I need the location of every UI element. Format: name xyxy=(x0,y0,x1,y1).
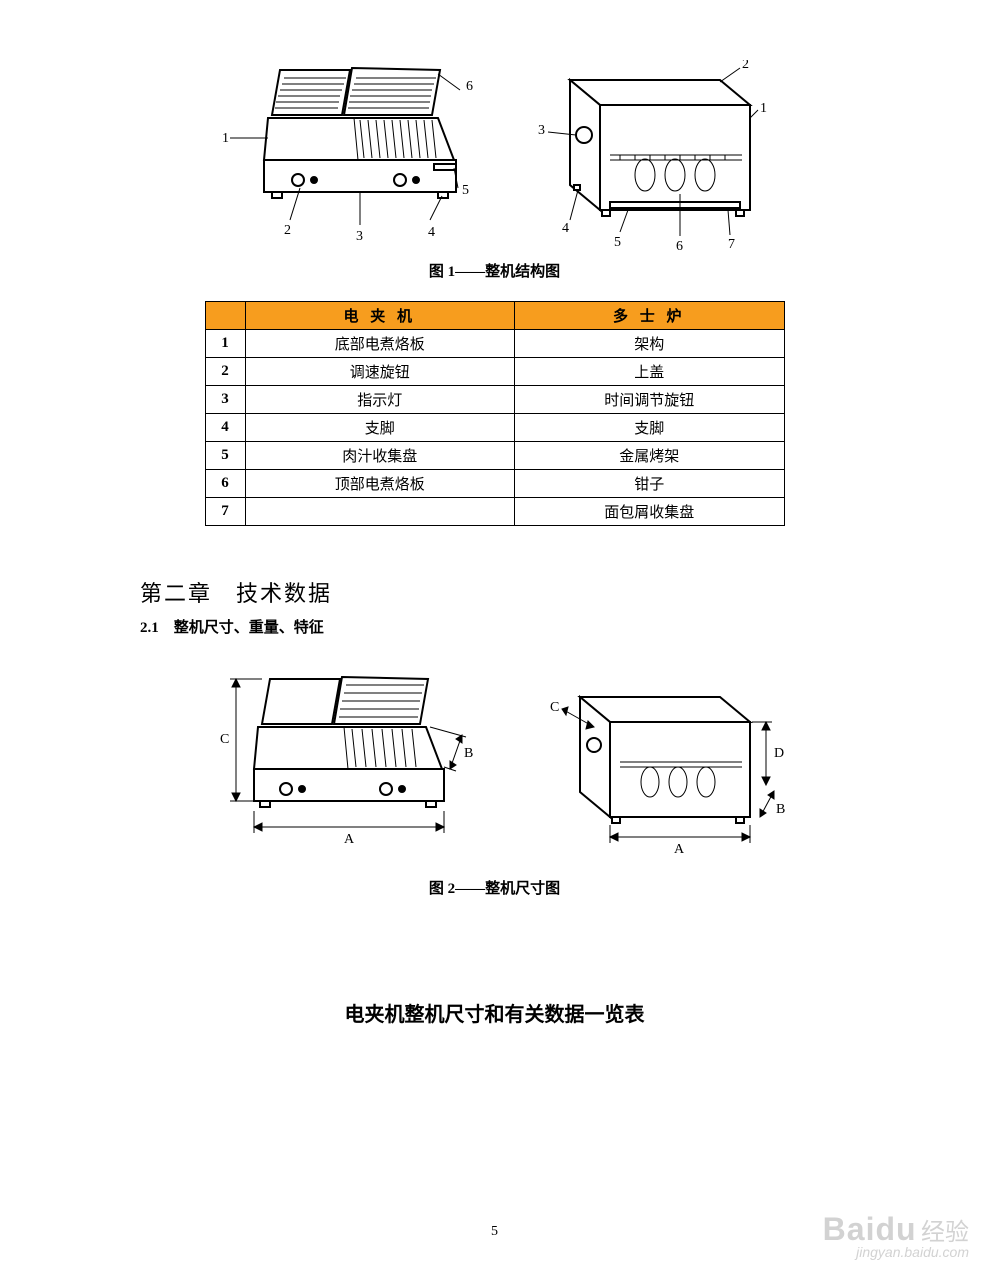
table-row: 1底部电煮烙板架构 xyxy=(205,330,784,358)
figure2-left-diagram: A B C xyxy=(200,667,480,867)
svg-text:1: 1 xyxy=(760,101,767,116)
row-toaster-part: 上盖 xyxy=(515,358,785,386)
fig1-left-label-4: 4 xyxy=(428,225,435,240)
svg-text:3: 3 xyxy=(538,123,545,138)
row-grill-part xyxy=(245,498,515,526)
row-index: 7 xyxy=(205,498,245,526)
row-index: 6 xyxy=(205,470,245,498)
row-index: 1 xyxy=(205,330,245,358)
row-toaster-part: 金属烤架 xyxy=(515,442,785,470)
row-grill-part: 调速旋钮 xyxy=(245,358,515,386)
row-grill-part: 底部电煮烙板 xyxy=(245,330,515,358)
row-toaster-part: 面包屑收集盘 xyxy=(515,498,785,526)
figure2-caption: 图 2——整机尺寸图 xyxy=(140,877,849,898)
svg-text:7: 7 xyxy=(728,237,735,250)
fig1-left-label-3: 3 xyxy=(356,229,363,244)
figure1-left-diagram: 1 2 3 4 5 6 xyxy=(220,60,480,250)
svg-text:A: A xyxy=(674,842,685,857)
row-toaster-part: 钳子 xyxy=(515,470,785,498)
table-row: 6顶部电煮烙板钳子 xyxy=(205,470,784,498)
data-table-title: 电夹机整机尺寸和有关数据一览表 xyxy=(140,998,849,1027)
figure1-row: 1 2 3 4 5 6 xyxy=(140,60,849,250)
chapter-title: 第二章 技术数据 xyxy=(140,576,849,608)
figure1-right-diagram: 1 2 3 4 5 6 7 xyxy=(510,60,770,250)
row-grill-part: 支脚 xyxy=(245,414,515,442)
svg-text:2: 2 xyxy=(742,60,749,72)
parts-table: 电 夹 机 多 士 炉 1底部电煮烙板架构2调速旋钮上盖3指示灯时间调节旋钮4支… xyxy=(205,301,785,526)
row-toaster-part: 架构 xyxy=(515,330,785,358)
row-grill-part: 顶部电煮烙板 xyxy=(245,470,515,498)
fig1-left-label-5: 5 xyxy=(462,183,469,198)
table-row: 5肉汁收集盘金属烤架 xyxy=(205,442,784,470)
svg-text:C: C xyxy=(550,700,559,715)
row-index: 5 xyxy=(205,442,245,470)
table-row: 2调速旋钮上盖 xyxy=(205,358,784,386)
row-grill-part: 指示灯 xyxy=(245,386,515,414)
row-index: 3 xyxy=(205,386,245,414)
parts-header-blank xyxy=(205,302,245,330)
row-toaster-part: 支脚 xyxy=(515,414,785,442)
svg-text:5: 5 xyxy=(614,235,621,250)
figure2-row: A B C xyxy=(140,667,849,867)
section-title: 2.1 整机尺寸、重量、特征 xyxy=(140,616,849,637)
figure2-right-diagram: A B C D xyxy=(510,667,790,867)
watermark-brand: Baidu xyxy=(823,1211,917,1247)
parts-header-grill: 电 夹 机 xyxy=(245,302,515,330)
row-index: 2 xyxy=(205,358,245,386)
watermark: Baidu 经验 jingyan.baidu.com xyxy=(823,1211,969,1260)
figure1-caption: 图 1——整机结构图 xyxy=(140,260,849,281)
svg-text:A: A xyxy=(344,832,355,847)
table-row: 4支脚支脚 xyxy=(205,414,784,442)
svg-text:C: C xyxy=(220,732,229,747)
table-row: 3指示灯时间调节旋钮 xyxy=(205,386,784,414)
svg-text:6: 6 xyxy=(676,239,683,250)
svg-text:4: 4 xyxy=(562,221,569,236)
svg-text:B: B xyxy=(464,746,473,761)
fig1-left-label-6: 6 xyxy=(466,79,473,94)
table-row: 7 面包屑收集盘 xyxy=(205,498,784,526)
fig1-left-label-1: 1 xyxy=(222,131,229,146)
row-grill-part: 肉汁收集盘 xyxy=(245,442,515,470)
watermark-cn: 经验 xyxy=(921,1219,969,1246)
row-index: 4 xyxy=(205,414,245,442)
parts-header-toaster: 多 士 炉 xyxy=(515,302,785,330)
row-toaster-part: 时间调节旋钮 xyxy=(515,386,785,414)
fig1-left-label-2: 2 xyxy=(284,223,291,238)
svg-text:D: D xyxy=(774,746,784,761)
svg-text:B: B xyxy=(776,802,785,817)
